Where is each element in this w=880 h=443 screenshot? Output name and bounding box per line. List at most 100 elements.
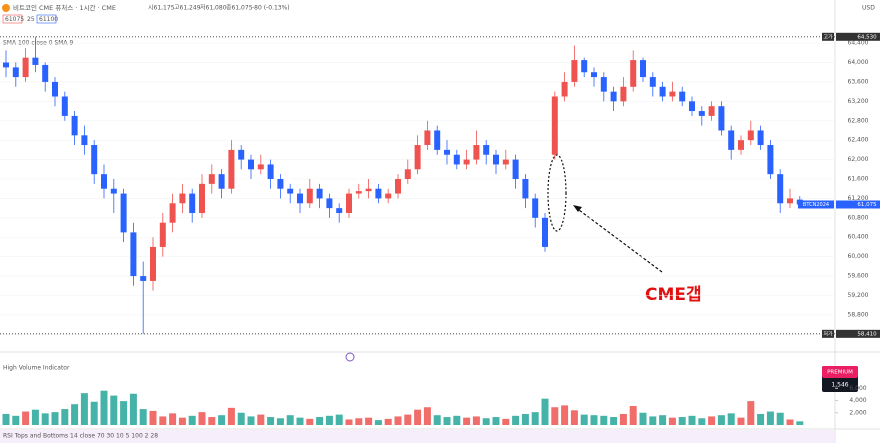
price-tag-name-box (798, 200, 834, 209)
candle-body (453, 154, 460, 165)
volume-bar (110, 395, 118, 425)
candle-body (718, 106, 725, 131)
volume-bar (698, 418, 706, 425)
candle-body (767, 145, 774, 175)
volume-bar (463, 417, 471, 425)
badge: 25 (27, 16, 35, 23)
gap-ellipse (547, 154, 567, 232)
candle-body (414, 145, 421, 170)
volume-bar (374, 420, 382, 425)
candle-body (346, 193, 352, 213)
candle-body (91, 145, 98, 175)
volume-bar (316, 417, 324, 425)
candle-body (42, 64, 49, 82)
ohlc-high: 고61,249 (174, 5, 201, 12)
volume-bar (90, 401, 98, 425)
volume-bar (482, 418, 490, 425)
candle-body (551, 96, 558, 155)
candle-body (689, 101, 695, 112)
candle-body (12, 67, 19, 78)
volume-bar (551, 407, 559, 425)
y-tick-label: 60,000 (848, 253, 869, 260)
marker (345, 352, 355, 362)
candle-body (52, 81, 58, 97)
ohlc-close: 종61,075 (226, 5, 253, 12)
candle-body (777, 174, 784, 204)
volume-bar (570, 410, 578, 425)
volume-bar (423, 407, 431, 425)
candle-body (375, 188, 382, 199)
y-tick-label: 59,600 (848, 273, 869, 280)
volume-bar (325, 415, 333, 425)
y-tick-label: 58,800 (848, 311, 869, 318)
volume-bar (414, 409, 422, 425)
badge: 61075 (5, 16, 24, 23)
candle-body (101, 174, 107, 189)
volume-bar (600, 415, 608, 425)
price-tag-label: 61,075 (857, 202, 877, 208)
candle-body (659, 86, 666, 97)
y-tick-label: 64,400 (848, 40, 869, 47)
volume-bar (22, 411, 30, 425)
currency: USD (862, 5, 875, 12)
candle-body (159, 222, 166, 247)
candle-body (630, 60, 637, 87)
y-tick-label: 4,000 (849, 397, 866, 404)
volume-bar (61, 409, 69, 425)
price-tag-name: 저가 (823, 330, 833, 337)
volume-bar (2, 413, 10, 425)
volume-bar (531, 412, 539, 425)
candle-body (22, 57, 29, 78)
volume-bar (237, 412, 245, 425)
volume-bar (267, 417, 275, 425)
y-tick-label: 62,000 (848, 156, 869, 163)
volume-bar (169, 413, 177, 425)
arrow-head (573, 205, 582, 212)
candle-body (248, 159, 254, 170)
ohlc-low: 저61,080 (200, 4, 227, 12)
candle-body (434, 130, 441, 150)
candle-body (3, 62, 9, 68)
volume-bar (659, 415, 667, 425)
candle-body (404, 169, 411, 180)
volume-bar (502, 418, 510, 425)
badge-box (36, 14, 57, 24)
candle-body (238, 149, 245, 160)
volume-bar (100, 390, 108, 425)
price-tag (836, 32, 880, 41)
price-tag-name-box (822, 32, 834, 41)
candle-body (385, 193, 392, 199)
candle-body (747, 130, 754, 141)
volume-bar (629, 406, 637, 425)
candle-body (620, 86, 627, 102)
candle-body (473, 145, 480, 160)
volume-bar (296, 417, 304, 425)
y-tick-label: 61,600 (848, 176, 869, 183)
volume-bar (786, 419, 794, 425)
volume-bar (492, 417, 500, 425)
candle-body (316, 188, 323, 199)
price-tag (836, 329, 880, 338)
volume-bar (472, 416, 480, 425)
candle-body (189, 193, 196, 213)
candle-body (542, 217, 548, 247)
candle-body (502, 159, 509, 165)
volume-bar (71, 404, 79, 425)
volume-bar (198, 412, 206, 425)
volume-bar (306, 418, 314, 425)
volume-bar (688, 415, 696, 425)
candle-body (679, 91, 686, 102)
candle-body (150, 246, 156, 281)
candle-body (257, 164, 264, 170)
candle-body (640, 60, 646, 78)
badge: 61100 (39, 16, 58, 23)
candle-body (355, 191, 362, 194)
candle-body (787, 198, 793, 204)
candle-body (169, 203, 176, 223)
volume-bar (41, 413, 49, 425)
price-tag-name-box (822, 329, 834, 338)
candle-body (424, 130, 431, 146)
candle-body (708, 106, 715, 116)
volume-bar (737, 417, 745, 425)
price-tag (836, 200, 880, 209)
